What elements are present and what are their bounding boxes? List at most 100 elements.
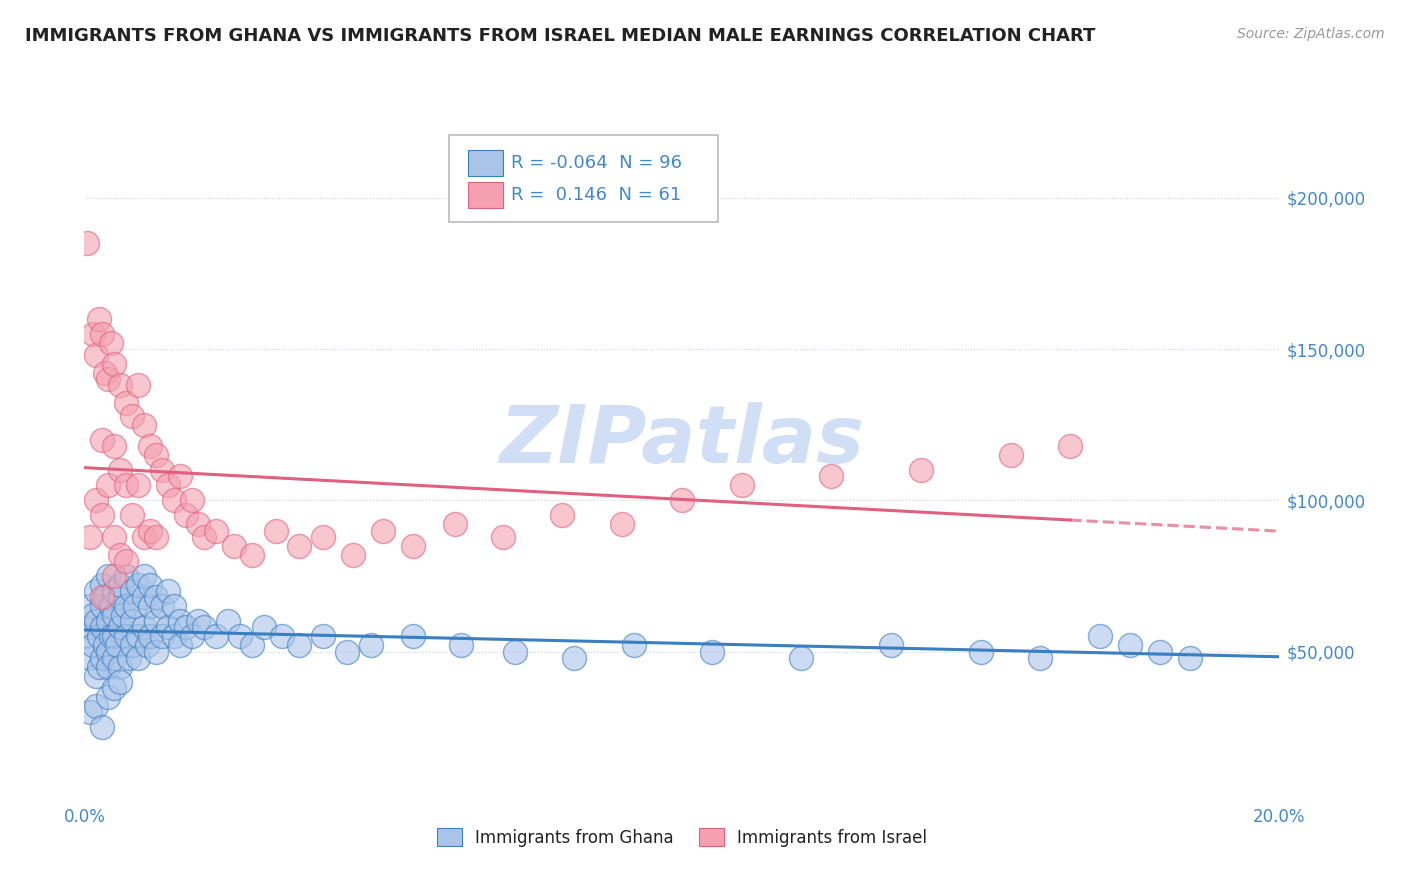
Point — [150, 629, 173, 643]
Point — [97, 478, 120, 492]
Point — [132, 620, 156, 634]
Point — [373, 524, 395, 538]
Point — [91, 620, 114, 634]
Point — [121, 409, 143, 423]
Point — [103, 608, 125, 623]
Point — [205, 524, 228, 538]
Point — [89, 659, 111, 673]
Point — [115, 554, 138, 568]
Point — [145, 615, 167, 629]
Point — [1178, 650, 1201, 665]
Point — [169, 639, 191, 653]
Point — [205, 629, 228, 643]
Point — [132, 590, 156, 604]
Point — [82, 608, 104, 623]
Point — [136, 639, 159, 653]
Point — [402, 539, 425, 553]
Point — [790, 650, 813, 665]
Point — [187, 517, 209, 532]
Point — [115, 396, 138, 410]
Point — [450, 639, 472, 653]
Point — [145, 644, 167, 658]
Point — [270, 629, 292, 643]
Point — [91, 720, 114, 734]
Point — [612, 517, 634, 532]
Point — [163, 493, 186, 508]
Point — [127, 378, 149, 392]
Point — [551, 508, 574, 523]
Point — [312, 629, 335, 643]
Point — [139, 439, 162, 453]
Point — [336, 644, 359, 658]
Point — [91, 590, 114, 604]
Point — [91, 578, 114, 592]
Point — [163, 599, 186, 614]
Point — [79, 650, 101, 665]
Point — [150, 463, 173, 477]
Point — [360, 639, 382, 653]
Point — [193, 530, 215, 544]
Point — [100, 629, 122, 643]
Point — [139, 599, 162, 614]
Point — [1119, 639, 1142, 653]
Point — [1090, 629, 1112, 643]
Point — [86, 493, 108, 508]
Point — [110, 674, 132, 689]
Point — [312, 530, 335, 544]
Point — [100, 599, 122, 614]
Point — [110, 578, 132, 592]
Point — [139, 578, 162, 592]
Point — [169, 469, 191, 483]
Point — [132, 417, 156, 432]
Point — [86, 615, 108, 629]
Point — [193, 620, 215, 634]
Point — [157, 478, 180, 492]
Point — [127, 578, 149, 592]
Point — [82, 639, 104, 653]
Point — [89, 629, 111, 643]
Point — [103, 681, 125, 695]
Point — [564, 650, 586, 665]
Point — [910, 463, 932, 477]
Point — [145, 530, 167, 544]
Point — [124, 599, 146, 614]
Point — [222, 539, 245, 553]
Point — [79, 530, 101, 544]
Point — [1029, 650, 1052, 665]
Point — [118, 650, 141, 665]
Point — [91, 508, 114, 523]
Point — [110, 590, 132, 604]
Point — [115, 599, 138, 614]
Point — [103, 357, 125, 371]
Point — [163, 629, 186, 643]
Point — [97, 372, 120, 386]
Point — [402, 629, 425, 643]
Point — [79, 705, 101, 719]
Point — [110, 659, 132, 673]
Point — [1000, 448, 1022, 462]
Point — [100, 336, 122, 351]
Point — [103, 584, 125, 599]
Point — [91, 326, 114, 341]
Point — [103, 629, 125, 643]
Point — [157, 584, 180, 599]
Point — [880, 639, 903, 653]
Point — [157, 620, 180, 634]
Point — [89, 311, 111, 326]
Point — [217, 615, 239, 629]
Point — [1149, 644, 1171, 658]
Point — [492, 530, 515, 544]
Point — [127, 650, 149, 665]
Point — [127, 478, 149, 492]
Point — [139, 524, 162, 538]
Point — [671, 493, 693, 508]
Point — [110, 463, 132, 477]
Point — [97, 569, 120, 583]
Point — [86, 669, 108, 683]
Point — [121, 639, 143, 653]
Point — [115, 569, 138, 583]
Point — [1059, 439, 1081, 453]
Point — [115, 629, 138, 643]
Text: ZIPatlas: ZIPatlas — [499, 402, 865, 480]
Point — [112, 608, 135, 623]
